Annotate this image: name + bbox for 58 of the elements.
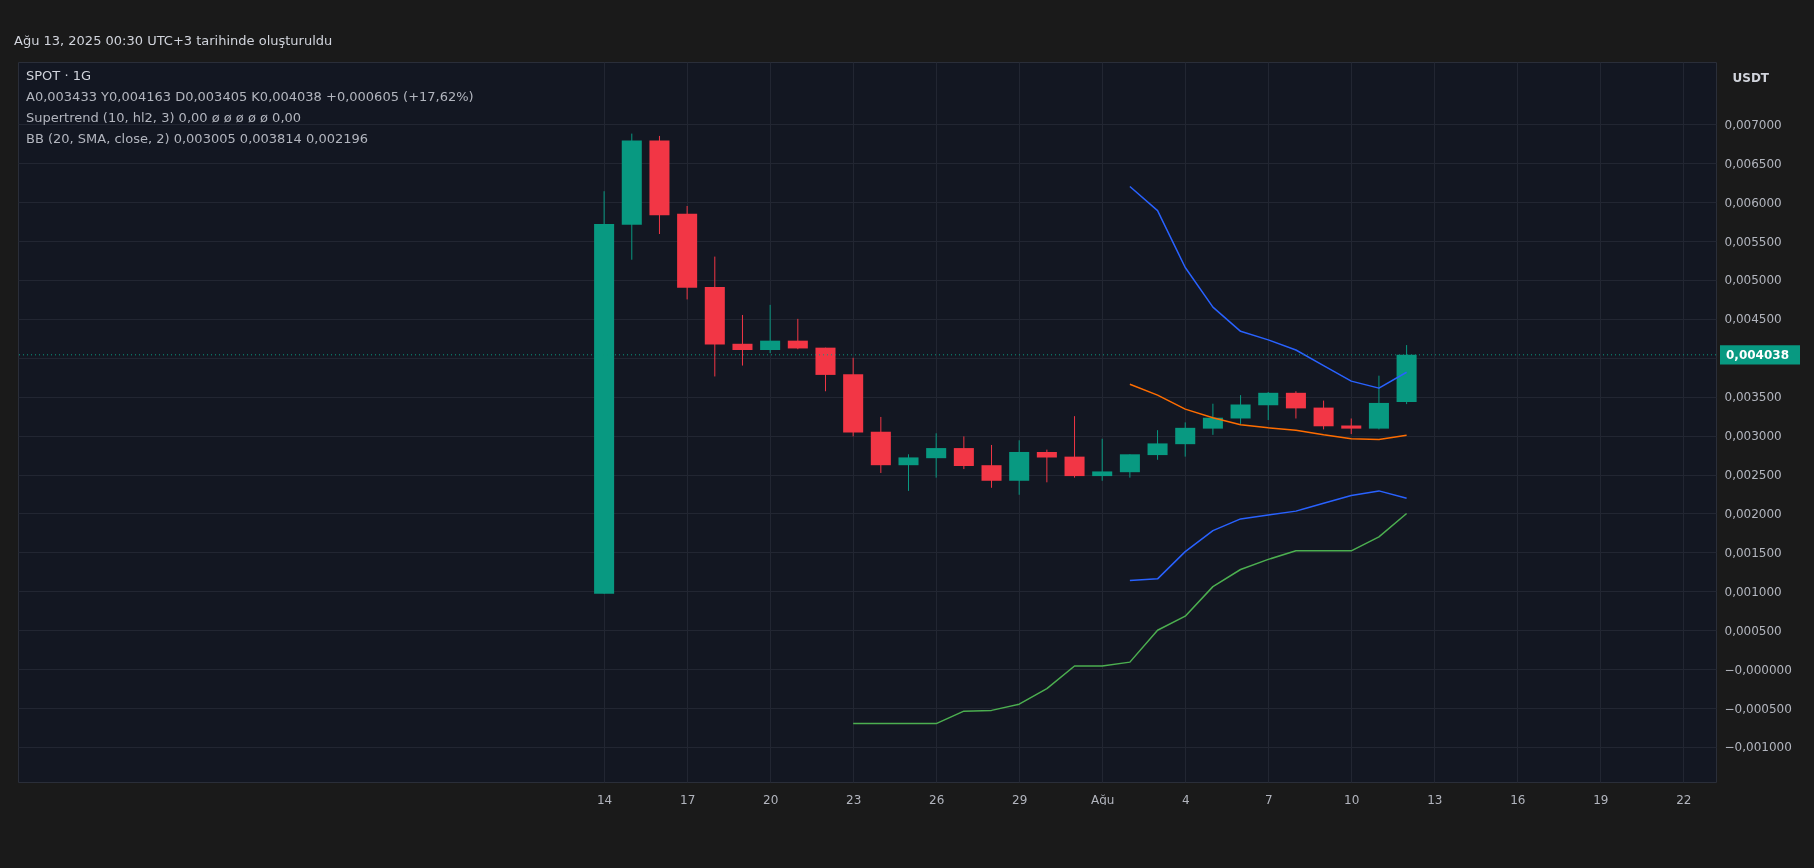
line-series [1129,383,1408,441]
x-tick-label: 29 [1012,792,1028,807]
x-tick-label: 23 [846,792,862,807]
candlestick [787,318,808,350]
y-tick-label: −0,001000 [1724,740,1792,755]
x-tick-label: 7 [1264,792,1273,807]
x-tick-label: 4 [1181,792,1190,807]
candlestick [1175,421,1196,458]
y-tick-label: 0,006000 [1724,195,1782,210]
candlestick [898,453,919,492]
candlestick [760,304,781,354]
x-tick-label: 17 [679,792,696,807]
y-tick-label: 0,001000 [1724,584,1782,599]
candlestick [732,314,753,367]
candlestick [1092,438,1113,482]
candlestick [981,444,1002,489]
text: Ağu 13, 2025 00:30 UTC+3 tarihinde oluşturuldu [14,33,333,48]
x-tick-label: 16 [1510,792,1526,807]
y-tick-label: −0,000000 [1724,662,1792,677]
y-tick-label: 0,002500 [1724,468,1782,483]
y-tick-label: 0,005000 [1724,273,1782,288]
y-tick-label: 0,005500 [1724,234,1782,249]
candlestick [1313,400,1334,430]
annotation: BB (20, SMA, close, 2) 0,003005 0,003814 0,002196 [26,131,369,146]
y-tick-label: 0,006500 [1724,156,1782,171]
x-tick-label: 26 [929,792,945,807]
x-tick-label: 20 [763,792,779,807]
text: SPOT · 1G [26,68,92,83]
candlestick [1036,449,1057,483]
line-series [1129,490,1408,582]
y-tick-label: 0,003000 [1724,429,1782,444]
annotation: Supertrend (10, hl2, 3) 0,00 ø ø ø ø ø 0,00 [26,110,302,125]
x-tick-label: 10 [1344,792,1360,807]
candlestick [1147,429,1168,461]
y-tick-label: −0,000500 [1724,701,1792,716]
candlestick [1119,453,1140,479]
candlestick [1064,415,1085,479]
y-tick-label: 0,004500 [1724,312,1782,327]
line-series [1129,185,1408,389]
y-axis-title: USDT [1732,70,1770,85]
candlestick [953,435,974,470]
y-tick-label: 0,003500 [1724,390,1782,405]
x-tick-label: 22 [1676,792,1692,807]
y-tick-label: 0,001500 [1724,545,1782,560]
annotation: A0,003433 Y0,004163 D0,003405 K0,004038 +0,000605 (+17,62%) [26,89,474,104]
y-tick-label: 0,007000 [1724,117,1782,132]
candlestick [1202,403,1223,436]
y-tick-label: 0,000500 [1724,623,1782,638]
line-series [852,512,1408,725]
candlestick [926,432,947,479]
candlestick [1230,394,1251,425]
candlestick [1258,391,1279,421]
ref-line-label: 0,004038 [1726,347,1790,362]
y-tick-label: 0,002000 [1724,506,1782,521]
x-tick-label: 14 [596,792,613,807]
x-tick-label: 13 [1427,792,1443,807]
candlestick [1285,390,1306,419]
x-tick-label: 19 [1593,792,1609,807]
